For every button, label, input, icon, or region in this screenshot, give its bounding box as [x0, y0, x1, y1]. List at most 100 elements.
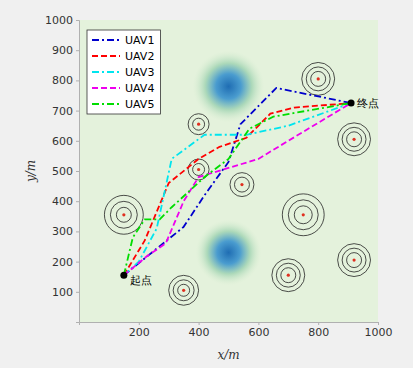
- tick: 400: [189, 322, 210, 339]
- y-axis: 1002003004005006007008009001000: [45, 14, 80, 322]
- background: [79, 20, 378, 322]
- tick-mark: [76, 50, 79, 51]
- threat-ring: [178, 284, 190, 296]
- tick-mark: [139, 322, 140, 325]
- threat-ring: [347, 132, 362, 147]
- threat-center: [240, 183, 243, 186]
- threat-ring: [193, 164, 205, 176]
- tick-mark: [76, 141, 79, 142]
- tick-label: 1000: [45, 14, 73, 27]
- axis-line: [80, 323, 379, 326]
- tick: 200: [129, 322, 150, 339]
- tick-label: 600: [248, 326, 269, 339]
- tick-mark: [76, 292, 79, 293]
- tick-label: 400: [52, 195, 73, 208]
- threat-ring: [230, 173, 254, 197]
- threat-ring: [282, 194, 324, 236]
- endpoint: [120, 272, 127, 279]
- chart: 2004006008001000100200300400500600700800…: [0, 0, 413, 368]
- legend-label: UAV2: [125, 50, 154, 63]
- tick-label: 500: [52, 165, 73, 178]
- legend-label: UAV3: [125, 66, 154, 79]
- path-line: [124, 103, 351, 275]
- path-line: [124, 103, 351, 275]
- tick-label: 200: [129, 326, 150, 339]
- tick-label: 800: [308, 326, 329, 339]
- legend-swatch: [92, 39, 120, 41]
- legend-swatch: [92, 55, 120, 57]
- threat-ring: [306, 67, 330, 91]
- threat-center: [317, 77, 320, 80]
- threat-ring: [234, 177, 249, 192]
- threat-ring: [342, 248, 366, 272]
- legend-swatch: [92, 87, 120, 89]
- tick-mark: [76, 80, 79, 81]
- threat-center: [182, 289, 185, 292]
- tick-mark: [76, 20, 79, 21]
- threat-ring: [302, 62, 335, 95]
- threat-ring: [338, 123, 371, 156]
- threat-center: [352, 138, 355, 141]
- threat-ring: [173, 280, 194, 301]
- tick: 600: [52, 135, 79, 148]
- tick-mark: [199, 322, 200, 325]
- threat-center: [352, 258, 355, 261]
- threat-ring: [347, 253, 362, 268]
- tick-label: 200: [52, 256, 73, 269]
- tick-mark: [258, 322, 259, 325]
- legend-swatch: [92, 103, 120, 105]
- endpoint: [348, 100, 355, 107]
- plot: 2004006008001000100200300400500600700800…: [24, 14, 393, 362]
- tick-label: 300: [52, 225, 73, 238]
- tick: 1000: [365, 322, 393, 339]
- tick-label: 1000: [365, 326, 393, 339]
- legend-swatch: [92, 71, 120, 73]
- marks: [79, 20, 378, 322]
- threat-ring: [338, 244, 371, 277]
- legend-label: UAV5: [125, 98, 154, 111]
- tick: 200: [52, 256, 79, 269]
- legend: UAV1UAV2UAV3UAV4UAV5: [87, 30, 160, 114]
- tick-mark: [76, 171, 79, 172]
- threat-center: [302, 213, 305, 216]
- threat-ring: [272, 259, 305, 292]
- threat-ring: [110, 201, 137, 228]
- legend-label: UAV1: [125, 34, 154, 47]
- threat-ring: [193, 118, 205, 130]
- threat-ring: [116, 207, 131, 222]
- path-line: [124, 103, 351, 275]
- x-axis: 200 400 600 800 1000: [80, 322, 393, 339]
- threat-center: [122, 213, 125, 216]
- threat-center: [197, 168, 200, 171]
- tick: 900: [52, 44, 79, 57]
- tick-mark: [76, 201, 79, 202]
- x-title: x/m: [217, 348, 239, 362]
- tick-mark: [378, 322, 379, 325]
- tick-mark: [76, 262, 79, 263]
- tick-label: 600: [52, 135, 73, 148]
- path-line: [124, 88, 351, 275]
- tick: 700: [52, 105, 79, 118]
- threat-ring: [311, 71, 326, 86]
- threat-ring: [169, 275, 199, 305]
- threat-ring: [276, 263, 300, 287]
- tick-mark: [76, 231, 79, 232]
- tick: 400: [52, 195, 79, 208]
- tick: 800: [308, 322, 329, 339]
- tick: 500: [52, 165, 79, 178]
- tick: 1000: [45, 14, 79, 27]
- tick-label: 900: [52, 44, 73, 57]
- threat-center: [287, 274, 290, 277]
- tick: 300: [52, 225, 79, 238]
- threat-ring: [294, 206, 312, 224]
- threat-ring: [281, 268, 296, 283]
- threat-ring: [188, 114, 209, 135]
- annotation: 起点: [130, 274, 152, 287]
- threat-ring: [342, 127, 366, 151]
- axis-line: [76, 21, 80, 323]
- threat-ring: [288, 200, 318, 230]
- path-line: [124, 103, 351, 275]
- tick-mark: [318, 322, 319, 325]
- tick: 600: [248, 322, 269, 339]
- tick-label: 700: [52, 105, 73, 118]
